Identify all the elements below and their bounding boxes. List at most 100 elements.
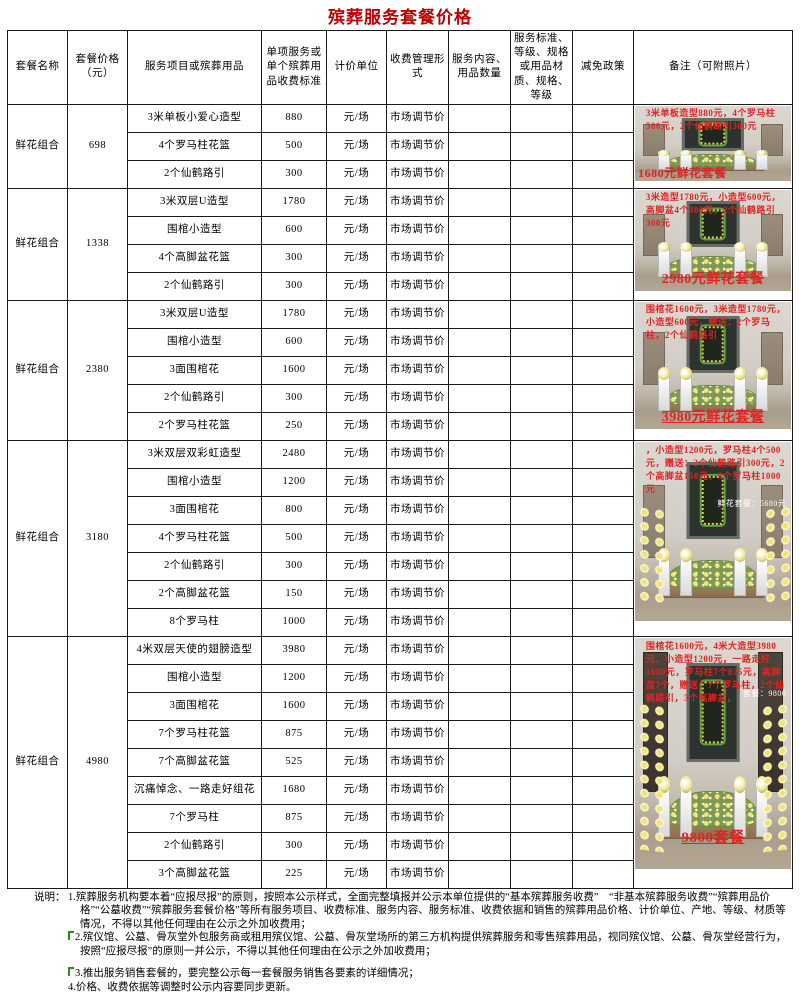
fee-standard-cell: 3980: [261, 635, 327, 665]
service-item-cell: 4米双层天使的翅膀造型: [127, 635, 262, 665]
pricing-unit-cell: 元/场: [326, 187, 387, 217]
flower-pedestal: [679, 775, 693, 837]
photo-overlay-text: 围棺花1600元，4米大造型3980元，小造型1200元，一路走好1680元，罗…: [645, 641, 785, 704]
fee-management-cell: 市场调节价: [386, 187, 449, 217]
memorial-wreath: [700, 207, 726, 241]
reduction-policy-cell: [572, 635, 634, 665]
reduction-policy-cell: [572, 859, 634, 889]
fee-management-cell: 市场调节价: [386, 747, 449, 777]
table-row: 围棺小造型 1200 元/场 市场调节价: [8, 467, 793, 497]
price-table: 套餐名称 套餐价格（元） 服务项目或殡葬用品 单项服务或单个殡葬用品收费标准 计价单位收…: [7, 30, 793, 889]
fee-standard-cell: 800: [261, 495, 327, 525]
service-item-cell: 围棺小造型: [127, 215, 262, 245]
service-content-cell: [448, 719, 511, 749]
column-header-3: 服务项目或殡葬用品: [127, 30, 262, 105]
fee-management-cell: 市场调节价: [386, 691, 449, 721]
table-row: 7个罗马柱 875 元/场 市场调节价: [8, 803, 793, 833]
photo-cell: 3米造型1780元，小造型600元，高脚盆4个300元，2个仙鹤路引300元 29…: [633, 187, 793, 301]
service-item-cell: 3米双层双彩虹造型: [127, 439, 262, 469]
pricing-unit-cell: 元/场: [326, 439, 387, 469]
flower-pedestal: [679, 241, 693, 277]
package-price-cell: 4980: [67, 635, 128, 889]
table-row: 2个仙鹤路引 300 元/场 市场调节价: [8, 551, 793, 581]
table-row: 4个罗马柱花篮 500 元/场 市场调节价: [8, 131, 793, 161]
pricing-unit-cell: 元/场: [326, 159, 387, 189]
pricing-unit-cell: 元/场: [326, 411, 387, 441]
package-name-cell: 鲜花组合: [7, 299, 68, 441]
memorial-wreath: [700, 324, 726, 364]
service-content-cell: [448, 635, 511, 665]
reduction-policy-cell: [572, 131, 634, 161]
pricing-unit-cell: 元/场: [326, 103, 387, 133]
fee-management-cell: 市场调节价: [386, 719, 449, 749]
package-photo: 3米造型1780元，小造型600元，高脚盆4个300元，2个仙鹤路引300元 29…: [635, 189, 791, 291]
service-standard-cell: [510, 775, 573, 805]
service-content-cell: [448, 131, 511, 161]
fee-management-cell: 市场调节价: [386, 803, 449, 833]
service-content-cell: [448, 243, 511, 273]
service-content-cell: [448, 299, 511, 329]
fee-standard-cell: 1000: [261, 607, 327, 637]
table-row: 围棺小造型 1200 元/场 市场调节价: [8, 663, 793, 693]
fee-standard-cell: 1600: [261, 691, 327, 721]
fee-standard-cell: 600: [261, 327, 327, 357]
fee-management-cell: 市场调节价: [386, 131, 449, 161]
service-standard-cell: [510, 691, 573, 721]
service-content-cell: [448, 327, 511, 357]
service-standard-cell: [510, 187, 573, 217]
service-content-cell: [448, 523, 511, 553]
reduction-policy-cell: [572, 271, 634, 301]
reduction-policy-cell: [572, 299, 634, 329]
pricing-unit-cell: 元/场: [326, 383, 387, 413]
hall-door-right: [760, 123, 784, 156]
package-name-cell: 鲜花组合: [7, 103, 68, 189]
fee-management-cell: 市场调节价: [386, 467, 449, 497]
funeral-price-sheet: 殡葬服务套餐价格 套餐名称 套餐价格（元） 服务项目或殡葬用品 单项服务或单个殡葬用品…: [7, 8, 793, 993]
reduction-policy-cell: [572, 775, 634, 805]
reduction-policy-cell: [572, 327, 634, 357]
package-photo: 围棺花1600元，4米大造型3980元，小造型1200元，一路走好1680元，罗…: [635, 637, 791, 869]
table-row: 3面围棺花 800 元/场 市场调节价: [8, 495, 793, 525]
table-row: 鲜花组合 3180 3米双层双彩虹造型 2480 元/场 市场调节价 ，小造型1200元，罗…: [7, 439, 793, 637]
reduction-policy-cell: [572, 383, 634, 413]
fee-management-cell: 市场调节价: [386, 355, 449, 385]
reduction-policy-cell: [572, 439, 634, 469]
memorial-wreath: [700, 474, 726, 527]
service-standard-cell: [510, 607, 573, 637]
pricing-unit-cell: 元/场: [326, 775, 387, 805]
column-header-2: 套餐价格（元）: [67, 30, 128, 105]
fee-management-cell: 市场调节价: [386, 635, 449, 665]
photo-cell: ，小造型1200元，罗马柱4个500元，赠送：2个仙鹤路引300元，2个高脚盆1…: [633, 439, 793, 637]
fee-standard-cell: 1680: [261, 775, 327, 805]
proofing-mark-icon: [68, 967, 74, 977]
fee-standard-cell: 2480: [261, 439, 327, 469]
table-header-row: 套餐名称 套餐价格（元） 服务项目或殡葬用品 单项服务或单个殡葬用品收费标准 计价单位收…: [7, 30, 793, 105]
reduction-policy-cell: [572, 495, 634, 525]
flower-pedestal: [755, 367, 769, 412]
memorial-screen: [686, 200, 740, 248]
pricing-unit-cell: 元/场: [326, 635, 387, 665]
page-title: 殡葬服务套餐价格: [328, 8, 472, 27]
service-standard-cell: [510, 243, 573, 273]
side-wreaths-right: [762, 504, 790, 609]
flower-pedestal: [734, 775, 747, 837]
memorial-screen: [686, 461, 740, 540]
service-standard-cell: [510, 551, 573, 581]
fee-standard-cell: 300: [261, 243, 327, 273]
service-item-cell: 3米双层U造型: [127, 187, 262, 217]
service-content-cell: [448, 831, 511, 861]
service-standard-cell: [510, 523, 573, 553]
table-row: 3面围棺花 1600 元/场 市场调节价: [8, 691, 793, 721]
column-header-7: 服务内容、用品数量: [448, 30, 511, 105]
service-standard-cell: [510, 803, 573, 833]
reduction-policy-cell: [572, 579, 634, 609]
fee-management-cell: 市场调节价: [386, 579, 449, 609]
service-item-cell: 沉痛悼念、一路走好组花: [127, 775, 262, 805]
column-header-9: 减免政策: [572, 30, 634, 105]
service-item-cell: 7个高脚盆花篮: [127, 747, 262, 777]
flower-pedestal: [657, 367, 671, 412]
service-standard-cell: [510, 579, 573, 609]
flower-pedestal: [734, 367, 747, 412]
service-content-cell: [448, 607, 511, 637]
service-item-cell: 7个罗马柱: [127, 803, 262, 833]
